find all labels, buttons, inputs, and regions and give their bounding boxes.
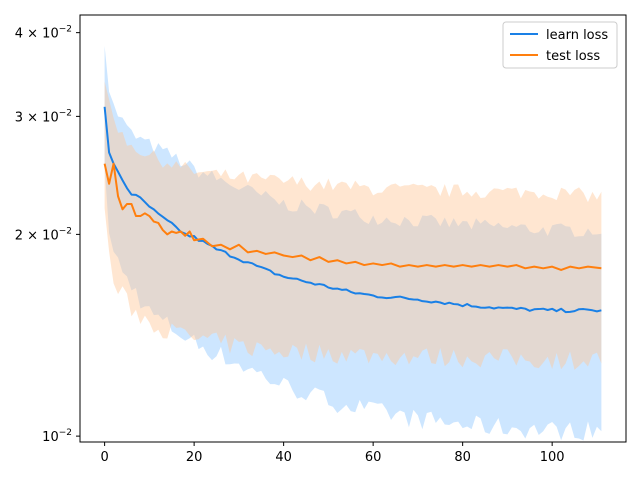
y-tick-label: 4 × 10−2: [15, 25, 72, 42]
legend-label: learn loss: [546, 28, 608, 43]
y-axis: 10−2 2 × 10−2 3 × 10−2 4 × 10−2: [15, 25, 80, 445]
legend: learn loss test loss: [502, 21, 618, 69]
line-test-loss: [103, 162, 602, 271]
x-tick-label: 80: [454, 450, 471, 465]
y-tick-label: 2 × 10−2: [15, 226, 72, 243]
y-tick-label: 3 × 10−2: [15, 108, 72, 125]
x-tick-label: 40: [275, 450, 292, 465]
x-tick-label: 20: [186, 450, 203, 465]
band-learn-loss: [104, 45, 602, 441]
y-tick-label: 10−2: [42, 428, 72, 445]
legend-label: test loss: [546, 49, 600, 64]
series-lines: [103, 106, 602, 314]
x-axis: 0 20 40 60 80 100: [100, 442, 565, 465]
x-tick-label: 60: [365, 450, 382, 465]
band-test-loss: [104, 81, 602, 370]
uncertainty-bands: [104, 45, 602, 441]
x-tick-label: 0: [100, 450, 108, 465]
plot-area-frame: [79, 14, 627, 443]
x-tick-label: 100: [540, 450, 565, 465]
